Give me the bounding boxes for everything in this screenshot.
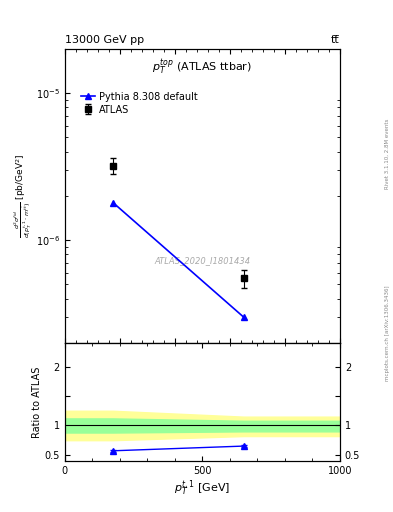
Text: ATLAS_2020_I1801434: ATLAS_2020_I1801434 xyxy=(154,256,250,265)
Pythia 8.308 default xyxy=(241,314,246,320)
Pythia 8.308 default xyxy=(111,200,116,206)
Text: mcplots.cern.ch [arXiv:1306.3436]: mcplots.cern.ch [arXiv:1306.3436] xyxy=(385,285,390,380)
Text: 13000 GeV pp: 13000 GeV pp xyxy=(65,35,144,45)
Line: Pythia 8.308 default: Pythia 8.308 default xyxy=(110,199,247,321)
Text: $p_T^{top}$ (ATLAS ttbar): $p_T^{top}$ (ATLAS ttbar) xyxy=(152,57,252,77)
Y-axis label: $\frac{d^2\sigma^{fid}}{d(p_T^{t,1}\cdot m^{t\bar{t}})}$ [pb/GeV$^2$]: $\frac{d^2\sigma^{fid}}{d(p_T^{t,1}\cdot… xyxy=(13,154,35,238)
Text: tt̅: tt̅ xyxy=(331,35,340,45)
Legend: Pythia 8.308 default, ATLAS: Pythia 8.308 default, ATLAS xyxy=(78,89,201,118)
X-axis label: $p_T^{t,1}$ [GeV]: $p_T^{t,1}$ [GeV] xyxy=(174,478,231,499)
Text: Rivet 3.1.10, 2.8M events: Rivet 3.1.10, 2.8M events xyxy=(385,118,390,189)
Y-axis label: Ratio to ATLAS: Ratio to ATLAS xyxy=(32,366,42,438)
